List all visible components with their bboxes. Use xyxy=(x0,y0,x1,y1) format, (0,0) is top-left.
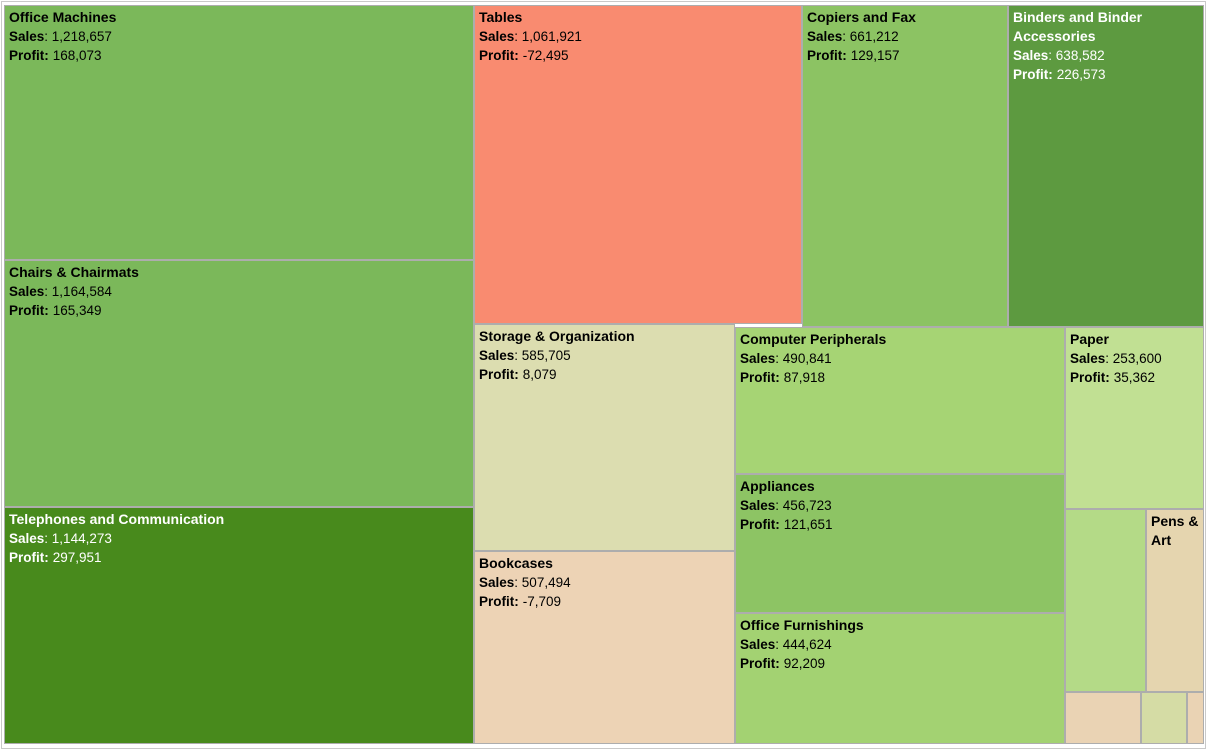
tile-computer-peripherals[interactable]: Computer Peripherals Sales: 490,841 Prof… xyxy=(735,327,1065,474)
sales-line: Sales: 253,600 xyxy=(1070,351,1162,366)
tile-unlabeled-3[interactable] xyxy=(1141,692,1187,744)
profit-line: Profit: 168,073 xyxy=(9,48,102,63)
tile-tables[interactable]: Tables Sales: 1,061,921 Profit: -72,495 xyxy=(474,5,802,324)
sales-value: 456,723 xyxy=(782,498,832,513)
tile-bookcases[interactable]: Bookcases Sales: 507,494 Profit: -7,709 xyxy=(474,551,735,744)
profit-value: 226,573 xyxy=(1056,67,1106,82)
category-label: Computer Peripherals xyxy=(740,331,887,347)
tile-unlabeled-1[interactable] xyxy=(1065,509,1146,692)
profit-value: 121,651 xyxy=(783,517,833,532)
profit-line: Profit: 226,573 xyxy=(1013,67,1106,82)
category-label: Binders and Binder Accessories xyxy=(1013,9,1143,44)
sales-line: Sales: 507,494 xyxy=(479,575,571,590)
tile-office-machines[interactable]: Office Machines Sales: 1,218,657 Profit:… xyxy=(4,5,474,260)
tile-office-furnishings[interactable]: Office Furnishings Sales: 444,624 Profit… xyxy=(735,613,1065,744)
tile-appliances[interactable]: Appliances Sales: 456,723 Profit: 121,651 xyxy=(735,474,1065,613)
profit-value: 8,079 xyxy=(522,367,557,382)
profit-value: -7,709 xyxy=(522,594,562,609)
profit-line: Profit: 87,918 xyxy=(740,370,826,385)
profit-value: 168,073 xyxy=(52,48,102,63)
sales-line: Sales: 1,164,584 xyxy=(9,284,112,299)
profit-value: 297,951 xyxy=(52,550,102,565)
sales-value: 638,582 xyxy=(1055,48,1105,63)
sales-value: 253,600 xyxy=(1112,351,1162,366)
category-label: Office Furnishings xyxy=(740,617,864,633)
profit-line: Profit: 165,349 xyxy=(9,303,102,318)
category-label: Copiers and Fax xyxy=(807,9,916,25)
category-label: Telephones and Communication xyxy=(9,511,225,527)
profit-value: 35,362 xyxy=(1113,370,1156,385)
category-label: Paper xyxy=(1070,331,1109,347)
category-label: Chairs & Chairmats xyxy=(9,264,139,280)
profit-value: 87,918 xyxy=(783,370,826,385)
tile-pens-art[interactable]: Pens & Art xyxy=(1146,509,1204,692)
category-label: Appliances xyxy=(740,478,815,494)
sales-value: 507,494 xyxy=(521,575,571,590)
sales-line: Sales: 456,723 xyxy=(740,498,832,513)
sales-line: Sales: 1,061,921 xyxy=(479,29,582,44)
tile-unlabeled-2[interactable] xyxy=(1065,692,1141,744)
sales-line: Sales: 1,218,657 xyxy=(9,29,112,44)
sales-value: 661,212 xyxy=(849,29,899,44)
sales-value: 1,144,273 xyxy=(51,531,112,546)
sales-value: 490,841 xyxy=(782,351,832,366)
category-label: Storage & Organization xyxy=(479,328,635,344)
profit-line: Profit: 35,362 xyxy=(1070,370,1156,385)
sales-value: 444,624 xyxy=(782,637,832,652)
tile-unlabeled-4[interactable] xyxy=(1187,692,1204,744)
profit-value: -72,495 xyxy=(522,48,569,63)
category-label: Tables xyxy=(479,9,523,25)
profit-line: Profit: 129,157 xyxy=(807,48,900,63)
profit-line: Profit: 8,079 xyxy=(479,367,557,382)
tile-binders-accessories[interactable]: Binders and Binder Accessories Sales: 63… xyxy=(1008,5,1204,327)
category-label: Office Machines xyxy=(9,9,117,25)
tile-chairs-chairmats[interactable]: Chairs & Chairmats Sales: 1,164,584 Prof… xyxy=(4,260,474,507)
profit-line: Profit: 297,951 xyxy=(9,550,102,565)
profit-line: Profit: 121,651 xyxy=(740,517,833,532)
category-label: Bookcases xyxy=(479,555,553,571)
category-label: Pens & Art xyxy=(1151,513,1199,548)
sales-value: 1,218,657 xyxy=(51,29,112,44)
tile-copiers-fax[interactable]: Copiers and Fax Sales: 661,212 Profit: 12… xyxy=(802,5,1008,327)
profit-line: Profit: -72,495 xyxy=(479,48,569,63)
sales-line: Sales: 1,144,273 xyxy=(9,531,112,546)
profit-value: 92,209 xyxy=(783,656,826,671)
sales-line: Sales: 444,624 xyxy=(740,637,832,652)
sales-value: 1,164,584 xyxy=(51,284,112,299)
tile-telephones-communication[interactable]: Telephones and Communication Sales: 1,14… xyxy=(4,507,474,744)
sales-line: Sales: 661,212 xyxy=(807,29,899,44)
profit-value: 129,157 xyxy=(850,48,900,63)
sales-line: Sales: 585,705 xyxy=(479,348,571,363)
sales-line: Sales: 490,841 xyxy=(740,351,832,366)
sales-value: 1,061,921 xyxy=(521,29,582,44)
profit-value: 165,349 xyxy=(52,303,102,318)
profit-line: Profit: -7,709 xyxy=(479,594,562,609)
sales-value: 585,705 xyxy=(521,348,571,363)
profit-line: Profit: 92,209 xyxy=(740,656,826,671)
tile-paper[interactable]: Paper Sales: 253,600 Profit: 35,362 xyxy=(1065,327,1204,509)
tile-storage-organization[interactable]: Storage & Organization Sales: 585,705 Pr… xyxy=(474,324,735,551)
sales-line: Sales: 638,582 xyxy=(1013,48,1105,63)
